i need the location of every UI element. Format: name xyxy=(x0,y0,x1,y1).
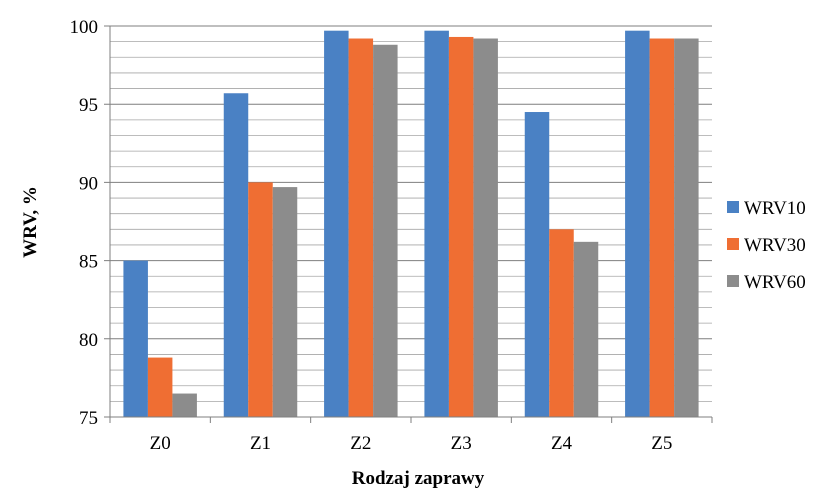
x-tick-label: Z2 xyxy=(350,433,371,454)
y-tick-label: 90 xyxy=(79,173,98,194)
y-tick-label: 100 xyxy=(70,17,99,38)
bar-wrv30-z4 xyxy=(549,229,574,417)
major-gridlines xyxy=(104,25,712,418)
bar-wrv60-z0 xyxy=(172,393,197,417)
bar-wrv30-z3 xyxy=(448,36,474,418)
bar-wrv30-z5 xyxy=(649,38,675,418)
x-tick-labels: Z0 Z1 Z2 Z3 Z4 Z5 xyxy=(150,433,673,454)
bar-wrv10-z1 xyxy=(223,93,249,417)
bar-wrv10-z2 xyxy=(324,30,349,418)
bar-wrv10-z4 xyxy=(524,112,550,418)
x-tick-label: Z0 xyxy=(150,433,171,454)
x-tick-label: Z3 xyxy=(451,433,472,454)
legend: WRV10 WRV30 WRV60 xyxy=(727,198,806,293)
bar-wrv30-z1 xyxy=(248,182,273,417)
axes xyxy=(109,26,713,423)
bar-wrv60-z5 xyxy=(674,38,699,418)
bar-wrv10-z5 xyxy=(625,30,650,418)
x-tick-label: Z4 xyxy=(551,433,573,454)
legend-label-wrv60: WRV60 xyxy=(744,272,806,293)
bar-wrv60-z1 xyxy=(272,187,298,417)
legend-swatch-wrv10 xyxy=(727,201,739,213)
legend-label-wrv10: WRV10 xyxy=(744,198,806,219)
y-axis-title: WRV, % xyxy=(20,186,41,258)
y-tick-label: 95 xyxy=(79,95,98,116)
x-tick-label: Z1 xyxy=(250,433,271,454)
minor-gridlines xyxy=(110,41,712,402)
y-tick-label: 75 xyxy=(79,408,98,429)
legend-swatch-wrv60 xyxy=(727,275,739,287)
y-tick-labels: 75 80 85 90 95 100 xyxy=(70,17,99,429)
bar-wrv10-z0 xyxy=(123,260,148,417)
x-tick-label: Z5 xyxy=(651,433,672,454)
bar-wrv60-z4 xyxy=(573,241,599,417)
x-axis-title: Rodzaj zaprawy xyxy=(352,468,485,489)
y-tick-label: 80 xyxy=(79,330,98,351)
legend-label-wrv30: WRV30 xyxy=(744,235,806,256)
bars xyxy=(123,30,699,418)
bar-wrv60-z3 xyxy=(473,38,498,418)
bar-wrv30-z0 xyxy=(147,357,173,417)
legend-swatch-wrv30 xyxy=(727,238,739,250)
bar-wrv10-z3 xyxy=(424,30,449,418)
bar-wrv30-z2 xyxy=(348,38,374,418)
y-tick-label: 85 xyxy=(79,252,98,273)
bar-wrv60-z2 xyxy=(373,44,398,417)
